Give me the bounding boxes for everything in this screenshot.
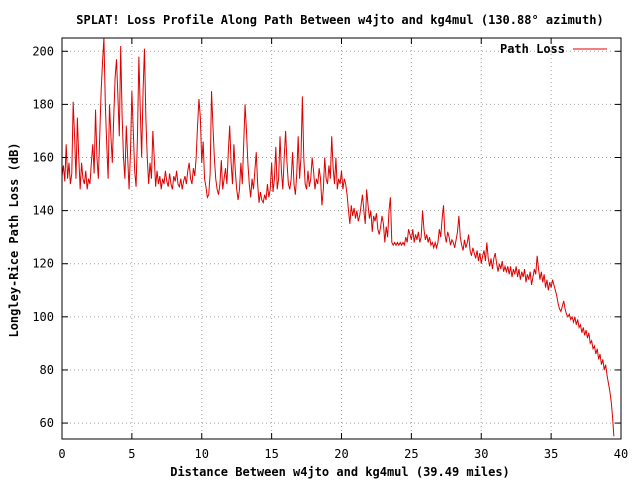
x-tick-label: 15 [264, 447, 278, 461]
chart-title: SPLAT! Loss Profile Along Path Between w… [76, 13, 603, 27]
legend: Path Loss [500, 42, 607, 56]
axis-ticks [61, 38, 622, 439]
x-tick-label: 20 [334, 447, 348, 461]
y-axis-label: Longley-Rice Path Loss (dB) [7, 142, 21, 337]
x-tick-label: 25 [404, 447, 418, 461]
x-tick-label: 35 [544, 447, 558, 461]
x-tick-label: 30 [474, 447, 488, 461]
y-tick-label: 160 [32, 151, 54, 165]
y-tick-labels: 60 80 100 120 140 160 180 200 [32, 44, 54, 430]
x-tick-label: 0 [58, 447, 65, 461]
y-tick-label: 60 [40, 416, 54, 430]
series-layer [62, 38, 615, 437]
series-line-path-loss [62, 38, 615, 437]
y-tick-label: 180 [32, 97, 54, 111]
x-tick-label: 40 [614, 447, 628, 461]
legend-label: Path Loss [500, 42, 565, 56]
x-tick-labels: 0 5 10 15 20 25 30 35 40 [58, 447, 628, 461]
y-tick-label: 80 [40, 363, 54, 377]
x-axis-label: Distance Between w4jto and kg4mul (39.49… [170, 465, 510, 479]
y-tick-label: 200 [32, 44, 54, 58]
y-tick-label: 100 [32, 310, 54, 324]
x-tick-label: 10 [195, 447, 209, 461]
x-tick-label: 5 [128, 447, 135, 461]
y-tick-label: 140 [32, 204, 54, 218]
y-tick-label: 120 [32, 257, 54, 271]
